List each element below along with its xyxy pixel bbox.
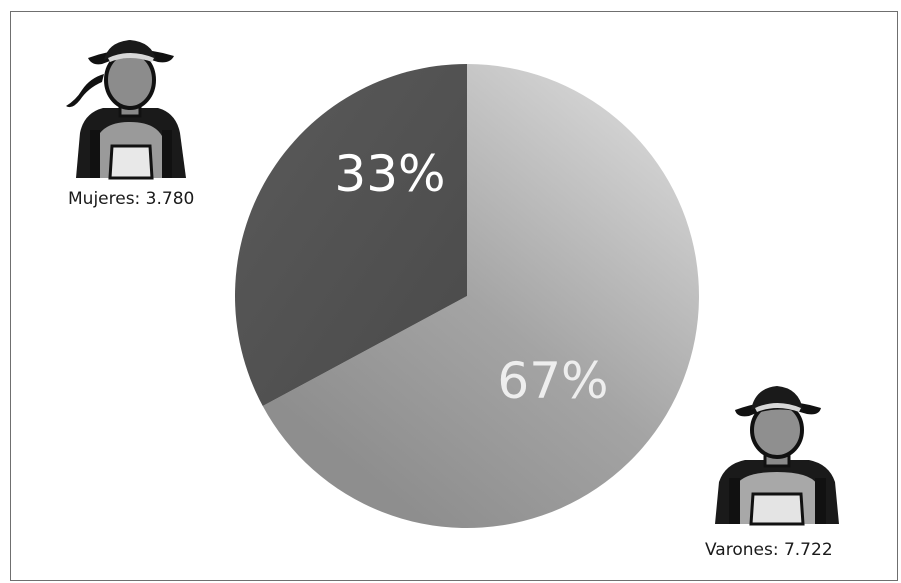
- male-farmer-icon: [715, 386, 839, 526]
- female-farmer-icon: [66, 40, 186, 180]
- pie-label-varones: 67%: [497, 352, 608, 410]
- pie-label-mujeres: 33%: [334, 145, 445, 203]
- legend-label-varones: Varones: 7.722: [705, 540, 833, 560]
- pie-slice-varones: [262, 64, 699, 528]
- legend-label-mujeres: Mujeres: 3.780: [68, 189, 195, 209]
- pie-slice-mujeres: [234, 64, 467, 407]
